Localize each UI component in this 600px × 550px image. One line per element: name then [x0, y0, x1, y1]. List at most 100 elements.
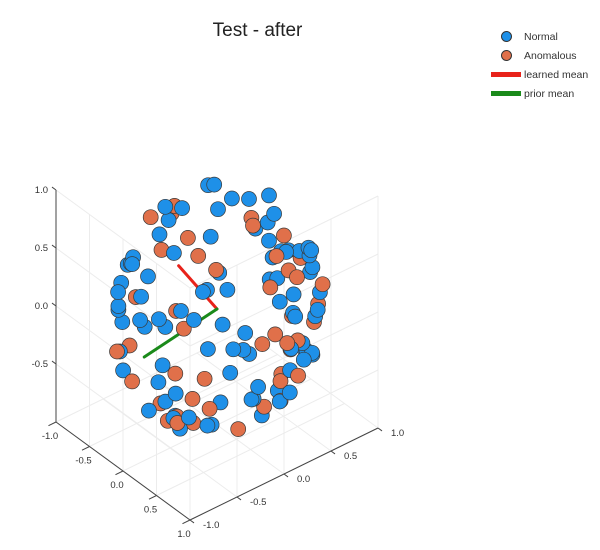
x-tick: [48, 421, 57, 427]
normal-point[interactable]: [173, 303, 189, 319]
y-tick-label: 0.5: [344, 451, 357, 462]
normal-point[interactable]: [206, 176, 223, 193]
normal-point[interactable]: [151, 311, 167, 328]
points-front: [110, 176, 331, 415]
x-tick-label: -0.5: [75, 456, 91, 467]
normal-point[interactable]: [157, 198, 174, 215]
normal-point[interactable]: [219, 281, 236, 298]
normal-point[interactable]: [141, 402, 157, 419]
y-tick-label: 0.0: [297, 474, 310, 485]
normal-point[interactable]: [167, 385, 184, 402]
normal-point[interactable]: [150, 374, 167, 391]
anomalous-point[interactable]: [290, 367, 306, 384]
anomalous-point[interactable]: [167, 365, 184, 382]
normal-point[interactable]: [271, 293, 288, 310]
y-tick-label: -1.0: [203, 520, 219, 531]
normal-point[interactable]: [285, 286, 302, 303]
anomalous-point[interactable]: [268, 248, 285, 264]
legend-label: Normal: [524, 30, 558, 43]
prior-mean-line-icon: [491, 91, 521, 96]
normal-point[interactable]: [151, 226, 168, 243]
normal-point[interactable]: [222, 364, 239, 381]
z-tick: [51, 186, 57, 191]
z-tick: [51, 244, 57, 249]
normal-point[interactable]: [115, 362, 131, 379]
y-tick-label: 1.0: [391, 428, 404, 439]
normal-point[interactable]: [160, 212, 177, 228]
normal-point[interactable]: [200, 341, 216, 357]
legend-item-normal[interactable]: Normal: [488, 27, 588, 46]
normal-point[interactable]: [225, 341, 242, 358]
normal-point[interactable]: [224, 190, 240, 207]
grid-line: [156, 403, 345, 496]
anomalous-point[interactable]: [262, 279, 279, 296]
legend-label: Anomalous: [524, 49, 577, 62]
x-tick-label: 1.0: [177, 529, 190, 540]
normal-point[interactable]: [261, 232, 277, 249]
z-tick-label: -0.5: [32, 359, 48, 370]
x-tick: [115, 470, 124, 476]
anomalous-point[interactable]: [272, 373, 289, 389]
anomalous-point[interactable]: [267, 326, 284, 343]
anomalous-point[interactable]: [276, 227, 292, 244]
anomalous-point[interactable]: [289, 269, 305, 286]
normal-point[interactable]: [210, 201, 226, 218]
points-back: [109, 201, 324, 437]
normal-point[interactable]: [140, 268, 156, 285]
normal-point[interactable]: [124, 256, 141, 272]
x-tick: [182, 519, 191, 525]
anomalous-point[interactable]: [142, 209, 159, 226]
normal-point[interactable]: [303, 242, 320, 259]
normal-point[interactable]: [241, 191, 257, 207]
legend-item-anomalous[interactable]: Anomalous: [488, 46, 588, 65]
normal-point[interactable]: [132, 312, 148, 328]
y-tick: [330, 450, 336, 455]
anomalous-point[interactable]: [180, 230, 196, 246]
normal-point[interactable]: [237, 325, 254, 341]
z-tick-label: 0.0: [35, 301, 48, 312]
normal-point[interactable]: [266, 205, 282, 222]
anomalous-point[interactable]: [184, 391, 201, 407]
anomalous-point[interactable]: [230, 421, 247, 437]
normal-point[interactable]: [261, 187, 277, 204]
anomalous-point[interactable]: [196, 370, 213, 387]
y-tick: [189, 519, 195, 524]
x-tick: [148, 495, 157, 500]
anomalous-point[interactable]: [109, 343, 125, 360]
anomalous-point[interactable]: [279, 335, 296, 351]
normal-point[interactable]: [181, 409, 197, 426]
normal-point[interactable]: [281, 384, 298, 401]
legend-label: learned mean: [524, 68, 589, 81]
anomalous-point[interactable]: [190, 248, 207, 264]
normal-point[interactable]: [154, 357, 171, 374]
grid-line: [55, 189, 191, 289]
normal-point[interactable]: [271, 393, 288, 410]
normal-point[interactable]: [199, 417, 216, 434]
anomalous-point[interactable]: [208, 262, 224, 278]
normal-point[interactable]: [295, 351, 312, 368]
normal-point[interactable]: [110, 298, 127, 314]
anomalous-point[interactable]: [201, 400, 218, 417]
normal-point[interactable]: [287, 308, 304, 325]
anomalous-point[interactable]: [124, 373, 140, 390]
normal-point[interactable]: [202, 228, 219, 245]
normal-point[interactable]: [243, 391, 260, 408]
anomalous-point[interactable]: [256, 398, 272, 415]
normal-point[interactable]: [166, 245, 182, 261]
normal-point[interactable]: [110, 284, 126, 300]
legend-label: prior mean: [524, 87, 575, 100]
anomalous-point[interactable]: [175, 320, 192, 337]
normal-point[interactable]: [174, 200, 190, 216]
legend-item-prior-mean[interactable]: prior mean: [488, 84, 588, 103]
legend-item-learned-mean[interactable]: learned mean: [488, 65, 588, 84]
anomalous-point[interactable]: [254, 336, 271, 352]
normal-point[interactable]: [186, 312, 202, 328]
normal-point[interactable]: [250, 379, 266, 395]
anomalous-point[interactable]: [245, 217, 261, 234]
anomalous-point[interactable]: [314, 276, 331, 293]
normal-point[interactable]: [133, 288, 149, 305]
normal-point[interactable]: [195, 284, 211, 300]
normal-point[interactable]: [214, 316, 231, 333]
normal-point[interactable]: [309, 301, 326, 318]
